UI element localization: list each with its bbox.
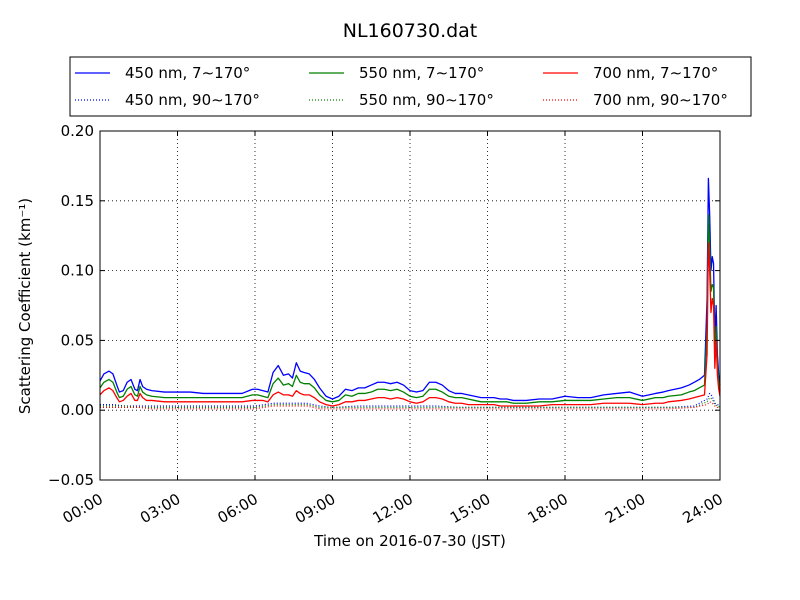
series-line-4 [100,392,721,409]
x-axis-label: Time on 2016-07-30 (JST) [313,532,506,550]
series-line-1 [99,177,721,402]
y-tick-label: 0.10 [61,262,94,280]
series-line-3 [99,242,721,407]
y-tick-label: 0.00 [61,401,94,419]
plot-background [100,131,720,480]
plot-area [99,130,721,481]
legend-frame [69,56,752,117]
series-line-6 [100,401,721,410]
legend-label: 450 nm, 7∼170° [125,64,250,82]
x-tick-label: 12:00 [370,490,416,527]
chart-title: NL160730.dat [343,20,478,42]
y-axis-label: Scattering Coefficient (km⁻¹) [16,198,34,414]
legend-label: 700 nm, 7∼170° [593,64,718,82]
legend-label: 700 nm, 90∼170° [593,91,728,109]
y-tick-label: 0.20 [61,122,94,140]
x-tick-label: 15:00 [447,490,493,527]
x-tick-label: 18:00 [525,490,571,527]
legend-label: 450 nm, 90∼170° [125,91,260,109]
x-tick-label: 00:00 [60,490,106,527]
legend: 450 nm, 7∼170° 550 nm, 7∼170° 700 nm, 7∼17… [69,56,752,117]
x-tick-label: 09:00 [292,490,338,527]
legend-label: 550 nm, 7∼170° [359,64,484,82]
y-tick-label: 0.05 [61,331,94,349]
x-tick-label: 24:00 [680,490,726,527]
y-tick-label: 0.15 [61,192,94,210]
series-line-5 [100,397,721,409]
y-tick-label: −0.05 [48,471,94,489]
x-tick-label: 21:00 [602,490,648,527]
x-tick-label: 03:00 [137,490,183,527]
series-line-2 [99,214,721,404]
legend-label: 550 nm, 90∼170° [359,91,494,109]
x-tick-label: 06:00 [215,490,261,527]
